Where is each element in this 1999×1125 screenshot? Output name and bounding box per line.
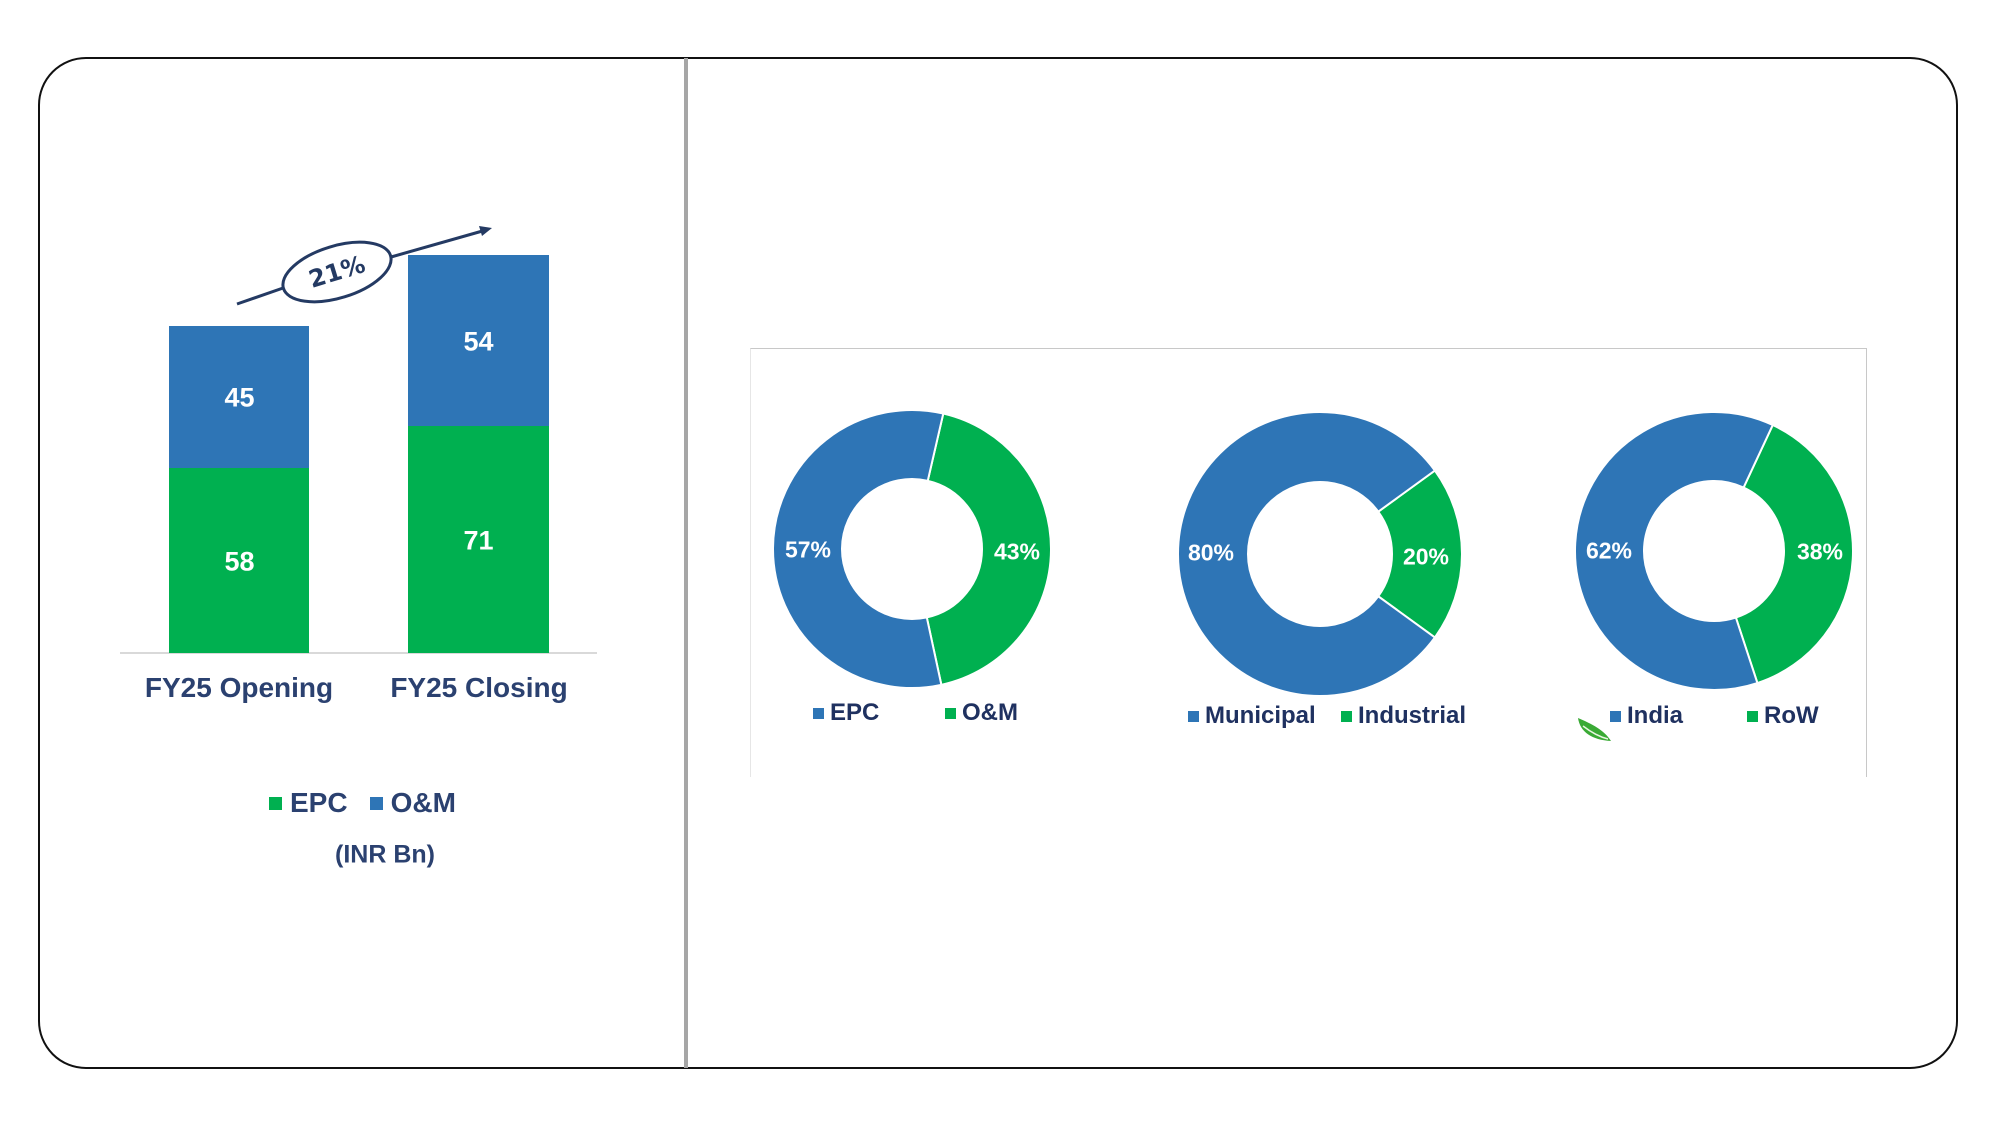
bar-value-opening-om: 45 bbox=[224, 382, 255, 413]
slide-frame bbox=[38, 57, 1958, 1069]
donut-epc-om bbox=[772, 409, 1052, 689]
donut2-pct-municipal: 80% bbox=[1187, 539, 1235, 566]
bar-value-closing-om: 54 bbox=[463, 326, 494, 357]
legend-swatch-epc bbox=[269, 796, 282, 810]
legend-label-india: India bbox=[1627, 702, 1684, 729]
growth-arrow-icon bbox=[236, 226, 492, 306]
legend-swatch-om bbox=[369, 796, 383, 810]
donut1-legend-epc: EPC bbox=[813, 699, 879, 727]
legend-label-epc: EPC bbox=[830, 699, 880, 726]
unit-label: (INR Bn) bbox=[335, 840, 435, 869]
donut1-pct-om: 43% bbox=[993, 538, 1041, 565]
legend-label-industrial: Industrial bbox=[1358, 702, 1467, 729]
bar-value-opening-epc: 58 bbox=[224, 546, 255, 577]
legend-label-municipal: Municipal bbox=[1205, 702, 1316, 729]
donut1-legend-om: O&M bbox=[945, 699, 1018, 727]
leaf-logo-icon bbox=[1578, 718, 1611, 741]
legend-swatch-municipal bbox=[1188, 710, 1199, 722]
panel-divider bbox=[684, 58, 688, 1068]
legend-label-om: O&M bbox=[962, 699, 1018, 726]
donut3-pct-india: 62% bbox=[1585, 537, 1633, 564]
donut2-legend-municipal: Municipal bbox=[1188, 702, 1316, 730]
category-label-opening: FY25 Opening bbox=[144, 672, 334, 703]
donut-municipal-industrial bbox=[1177, 411, 1463, 697]
category-label-closing: FY25 Closing bbox=[390, 672, 568, 703]
legend-label-epc: EPC bbox=[290, 787, 348, 818]
legend-swatch-industrial bbox=[1341, 710, 1352, 722]
bar-value-closing-epc: 71 bbox=[463, 525, 494, 556]
bar-fy25-opening-om bbox=[169, 326, 309, 468]
legend-swatch-row bbox=[1747, 710, 1758, 722]
legend-label-row: RoW bbox=[1764, 702, 1819, 729]
legend-swatch-india bbox=[1610, 710, 1621, 722]
donut1-pct-epc: 57% bbox=[784, 536, 832, 563]
donut3-pct-row: 38% bbox=[1796, 538, 1844, 565]
donut-panel-box bbox=[750, 348, 1867, 777]
bar-fy25-closing-om bbox=[408, 255, 549, 426]
bar-chart-legend: EPC O&M bbox=[269, 787, 456, 819]
legend-swatch-om bbox=[945, 707, 956, 719]
donut3-legend-india: India bbox=[1610, 702, 1683, 730]
donut2-legend-industrial: Industrial bbox=[1341, 702, 1466, 730]
donut2-pct-industrial: 20% bbox=[1402, 543, 1450, 570]
donut-india-row bbox=[1574, 411, 1854, 691]
donut3-legend-row: RoW bbox=[1747, 702, 1819, 730]
bar-fy25-opening-epc bbox=[169, 468, 309, 653]
legend-swatch-epc bbox=[813, 707, 824, 719]
bar-fy25-closing-epc bbox=[408, 426, 549, 653]
legend-label-om: O&M bbox=[390, 787, 456, 818]
